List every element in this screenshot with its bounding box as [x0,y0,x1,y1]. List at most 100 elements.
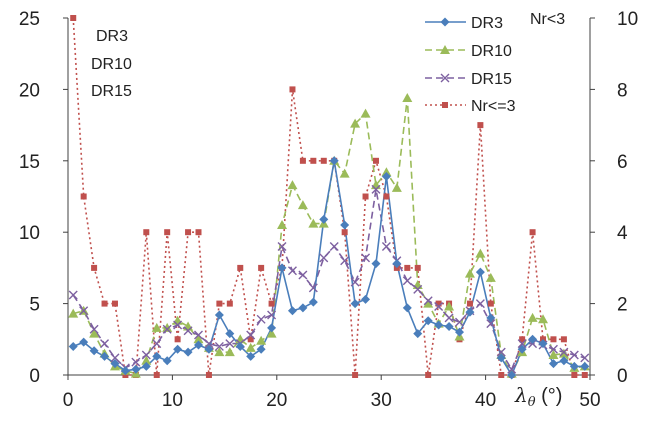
series-dr3-marker [319,214,329,224]
x-tick-label: 40 [475,390,496,411]
x-tick-label: 20 [266,390,287,411]
series-dr3-marker [340,220,350,230]
right-axis-title: Nr<3 [530,11,565,28]
series-dr3-marker [267,323,277,333]
y-left-tick-label: 5 [29,295,40,316]
series-dr3-marker [548,359,558,369]
series-dr15-marker [131,357,141,367]
series-dr3-marker [538,339,548,349]
series-nr3-line [72,17,585,376]
series-dr10-marker [339,168,350,178]
y-right-tick-label: 2 [617,295,628,316]
series-dr3-marker [350,299,360,309]
series-dr3-marker [120,366,130,376]
series-dr3-marker [110,359,120,369]
series-dr10-marker [151,322,162,332]
series-dr15-marker [486,319,496,329]
series-nr3-marker [581,372,588,378]
series-dr15-marker [89,324,99,334]
series-dr15-marker [340,256,350,266]
series-dr10-marker [214,347,225,357]
series-dr10-marker [464,268,475,278]
series-dr3-marker [162,356,172,366]
series-dr15-marker [507,364,517,374]
series-dr3-marker [329,156,339,166]
series-dr15-marker [183,326,193,336]
series-dr3-marker [361,294,371,304]
series-nr3-marker [111,300,118,307]
series-dr3-marker [214,310,224,320]
series-dr15-marker [110,353,120,363]
y-left-tick-label: 25 [19,9,40,30]
chart-axes [63,17,595,380]
series-nr3-marker [341,229,348,236]
y-right-tick-label: 10 [617,9,638,30]
series-dr3-marker [173,344,183,354]
series-dr3-marker [559,356,569,366]
series-dr15-marker [517,339,527,349]
y-left-tick-label: 0 [29,366,40,387]
series-nr3-marker [164,229,171,236]
series-dr15-marker [402,276,412,286]
series-dr3-marker [528,334,538,344]
series-nr3-marker [174,336,181,343]
series-dr15-marker [225,339,235,349]
series-dr10-marker [308,218,319,228]
series-dr10-marker [256,335,267,345]
x-axis-label-sub: θ [528,395,536,410]
series-nr3-marker [414,264,421,271]
x-axis-label: λθ (°) [514,383,562,410]
series-dr3-marker [277,263,287,273]
series-nr3-marker [101,300,108,307]
series-dr3-marker [392,259,402,269]
series-nr3-marker [560,336,567,343]
series-nr3-marker [550,336,557,343]
series-dr15-marker [204,339,214,349]
series-dr15-marker [475,299,485,309]
series-dr15-marker [329,241,339,251]
series-dr3-marker [496,353,506,363]
series-nr3-marker [487,300,494,307]
series-dr10-marker [224,347,235,357]
y-right-tick-label: 6 [617,152,628,173]
series-dr10-marker [245,342,256,352]
chart-markers [68,15,590,380]
series-dr15-marker [287,266,297,276]
series-dr15-marker [308,283,318,293]
series-dr15-marker [580,353,590,363]
x-tick-label: 30 [371,390,392,411]
series-dr3-marker [434,320,444,330]
series-nr3-marker [216,300,223,307]
series-dr15-marker [381,241,391,251]
series-nr3-marker [195,229,202,236]
chart-legend: DR3 DR10 DR15 Nr<=3 [425,15,516,115]
series-dr15-marker [361,253,371,263]
series-dr3-marker [131,364,141,374]
y-left-tick-label: 15 [19,152,40,173]
series-dr15-marker [496,347,506,357]
series-dr10-marker [89,328,100,338]
series-dr10-marker [266,328,277,338]
series-nr3-marker [383,193,390,200]
series-dr15-marker [548,344,558,354]
series-dr15-marker [194,330,203,340]
legend-label-dr15: DR15 [471,71,512,88]
series-dr3-marker [183,347,193,357]
left-note-dr3: DR3 [96,28,128,45]
series-dr15-marker [319,253,329,263]
series-dr10-marker [475,248,486,258]
series-dr3-marker [507,370,517,380]
series-dr10-marker [402,92,413,102]
series-dr3-marker [68,341,78,351]
series-dr10-marker [183,321,194,331]
legend-dr3-marker [440,17,450,27]
series-dr3-line [72,160,585,377]
chart-tick-labels: 0 10 20 30 40 50 0 5 10 15 20 25 0 2 4 6 8 10 [19,9,638,411]
x-axis-label-unit: (°) [536,385,563,407]
series-dr3-marker [298,303,308,313]
series-nr3-marker [268,300,275,307]
x-tick-label: 10 [162,390,183,411]
series-dr15-marker [79,306,89,316]
series-dr15-marker [100,339,110,349]
series-dr3-marker [444,321,454,331]
